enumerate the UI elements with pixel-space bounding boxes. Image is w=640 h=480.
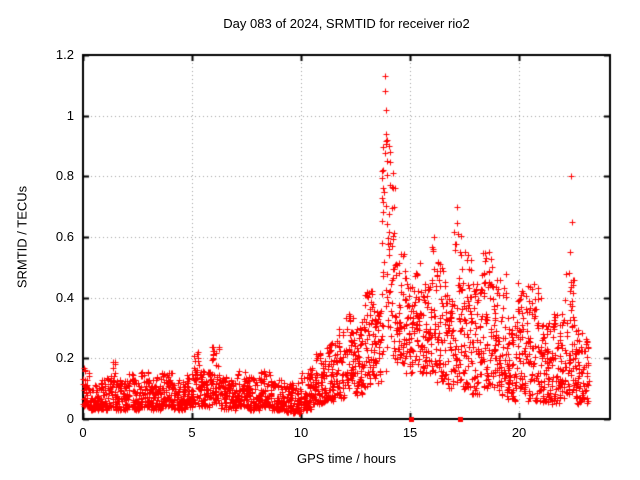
y-tick-label: 1: [66, 107, 74, 123]
x-axis-label: GPS time / hours: [297, 451, 396, 466]
x-tick-label: 5: [188, 425, 196, 440]
x-tick-label: 20: [511, 425, 527, 440]
chart-title: Day 083 of 2024, SRMTID for receiver rio…: [223, 16, 470, 31]
y-tick-label: 0.2: [55, 350, 74, 366]
x-tick-label: 0: [79, 425, 87, 440]
x-tick-label: 15: [402, 425, 418, 440]
y-tick-label: 0: [66, 411, 74, 426]
y-tick-label: 0.4: [55, 289, 74, 305]
x-tick-label: 10: [293, 425, 309, 440]
y-tick-label: 1.2: [55, 47, 74, 62]
y-tick-label: 0.6: [55, 229, 74, 244]
y-tick-label: 0.8: [55, 168, 74, 184]
